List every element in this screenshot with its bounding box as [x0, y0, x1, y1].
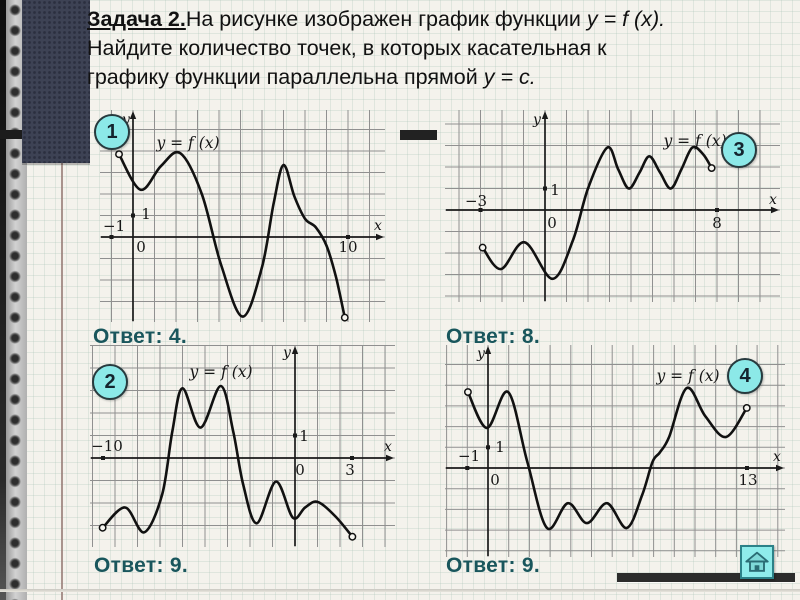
notebook-margin-line: [61, 158, 63, 600]
svg-text:1: 1: [141, 205, 151, 223]
spiral-binding: [6, 0, 27, 600]
number-badge-4[interactable]: 4: [727, 358, 763, 394]
svg-text:0: 0: [295, 461, 305, 479]
svg-text:3: 3: [345, 461, 355, 479]
svg-text:y = f (x): y = f (x): [188, 363, 252, 381]
house-icon: [745, 551, 769, 572]
home-button[interactable]: [740, 545, 774, 579]
bottom-divider-bar: [617, 573, 795, 582]
left-edge-strip: [0, 0, 6, 600]
number-badge-3[interactable]: 3: [721, 132, 757, 168]
left-accent-bar: [0, 130, 22, 139]
svg-text:10: 10: [338, 238, 357, 256]
number-badge-2[interactable]: 2: [92, 364, 128, 400]
title-text-1: На рисунке изображен график функции: [185, 7, 587, 31]
function-plot-3: −3 1 0 8 y = f (x) x y: [445, 110, 780, 302]
svg-text:−1: −1: [458, 447, 480, 465]
svg-text:y: y: [476, 346, 486, 362]
answer-label-4: Ответ: 9.: [446, 554, 540, 577]
answer-label-2: Ответ: 9.: [94, 554, 188, 577]
svg-text:y = f (x): y = f (x): [655, 367, 719, 385]
answer-label-3: Ответ: 8.: [446, 325, 540, 348]
function-plot-4: −1 1 0 13 y = f (x) x y: [445, 345, 785, 557]
svg-text:y: y: [282, 345, 292, 361]
svg-text:0: 0: [547, 214, 557, 232]
svg-text:1: 1: [495, 438, 505, 456]
corner-accent-rect: [22, 0, 90, 163]
svg-text:−1: −1: [103, 217, 125, 235]
page-bottom-edge: [0, 589, 800, 592]
svg-text:x: x: [384, 439, 392, 455]
title-line-1: Задача 2.На рисунке изображен график фун…: [87, 5, 800, 34]
svg-text:y: y: [532, 112, 542, 128]
title-text-3: графику функции параллельна прямой: [87, 65, 484, 89]
svg-text:0: 0: [136, 238, 146, 256]
problem-number: Задача 2.: [87, 7, 186, 31]
svg-text:x: x: [773, 449, 781, 465]
title-line-2: Найдите количество точек, в которых каса…: [87, 36, 607, 60]
svg-text:x: x: [769, 192, 777, 208]
svg-text:1: 1: [550, 181, 560, 199]
svg-text:1: 1: [299, 427, 309, 445]
svg-text:8: 8: [712, 214, 722, 232]
svg-text:x: x: [374, 218, 382, 234]
title-math-1: y = f (x).: [586, 7, 666, 31]
svg-text:y = f (x): y = f (x): [662, 132, 726, 150]
svg-text:y = f (x): y = f (x): [155, 134, 219, 152]
top-divider-bar: [400, 130, 437, 140]
title-math-2: y = c.: [483, 65, 536, 89]
answer-label-1: Ответ: 4.: [93, 325, 187, 348]
svg-text:−3: −3: [465, 192, 487, 210]
problem-title: Задача 2.На рисунке изображен график фун…: [87, 5, 800, 92]
function-plot-2: −10 1 0 3 y = f (x) x y: [90, 345, 395, 547]
svg-text:−10: −10: [91, 437, 123, 455]
number-badge-1[interactable]: 1: [94, 114, 130, 150]
svg-text:0: 0: [490, 471, 500, 489]
svg-text:13: 13: [738, 471, 757, 489]
title-line-3: графику функции параллельна прямой y = c…: [87, 63, 800, 92]
